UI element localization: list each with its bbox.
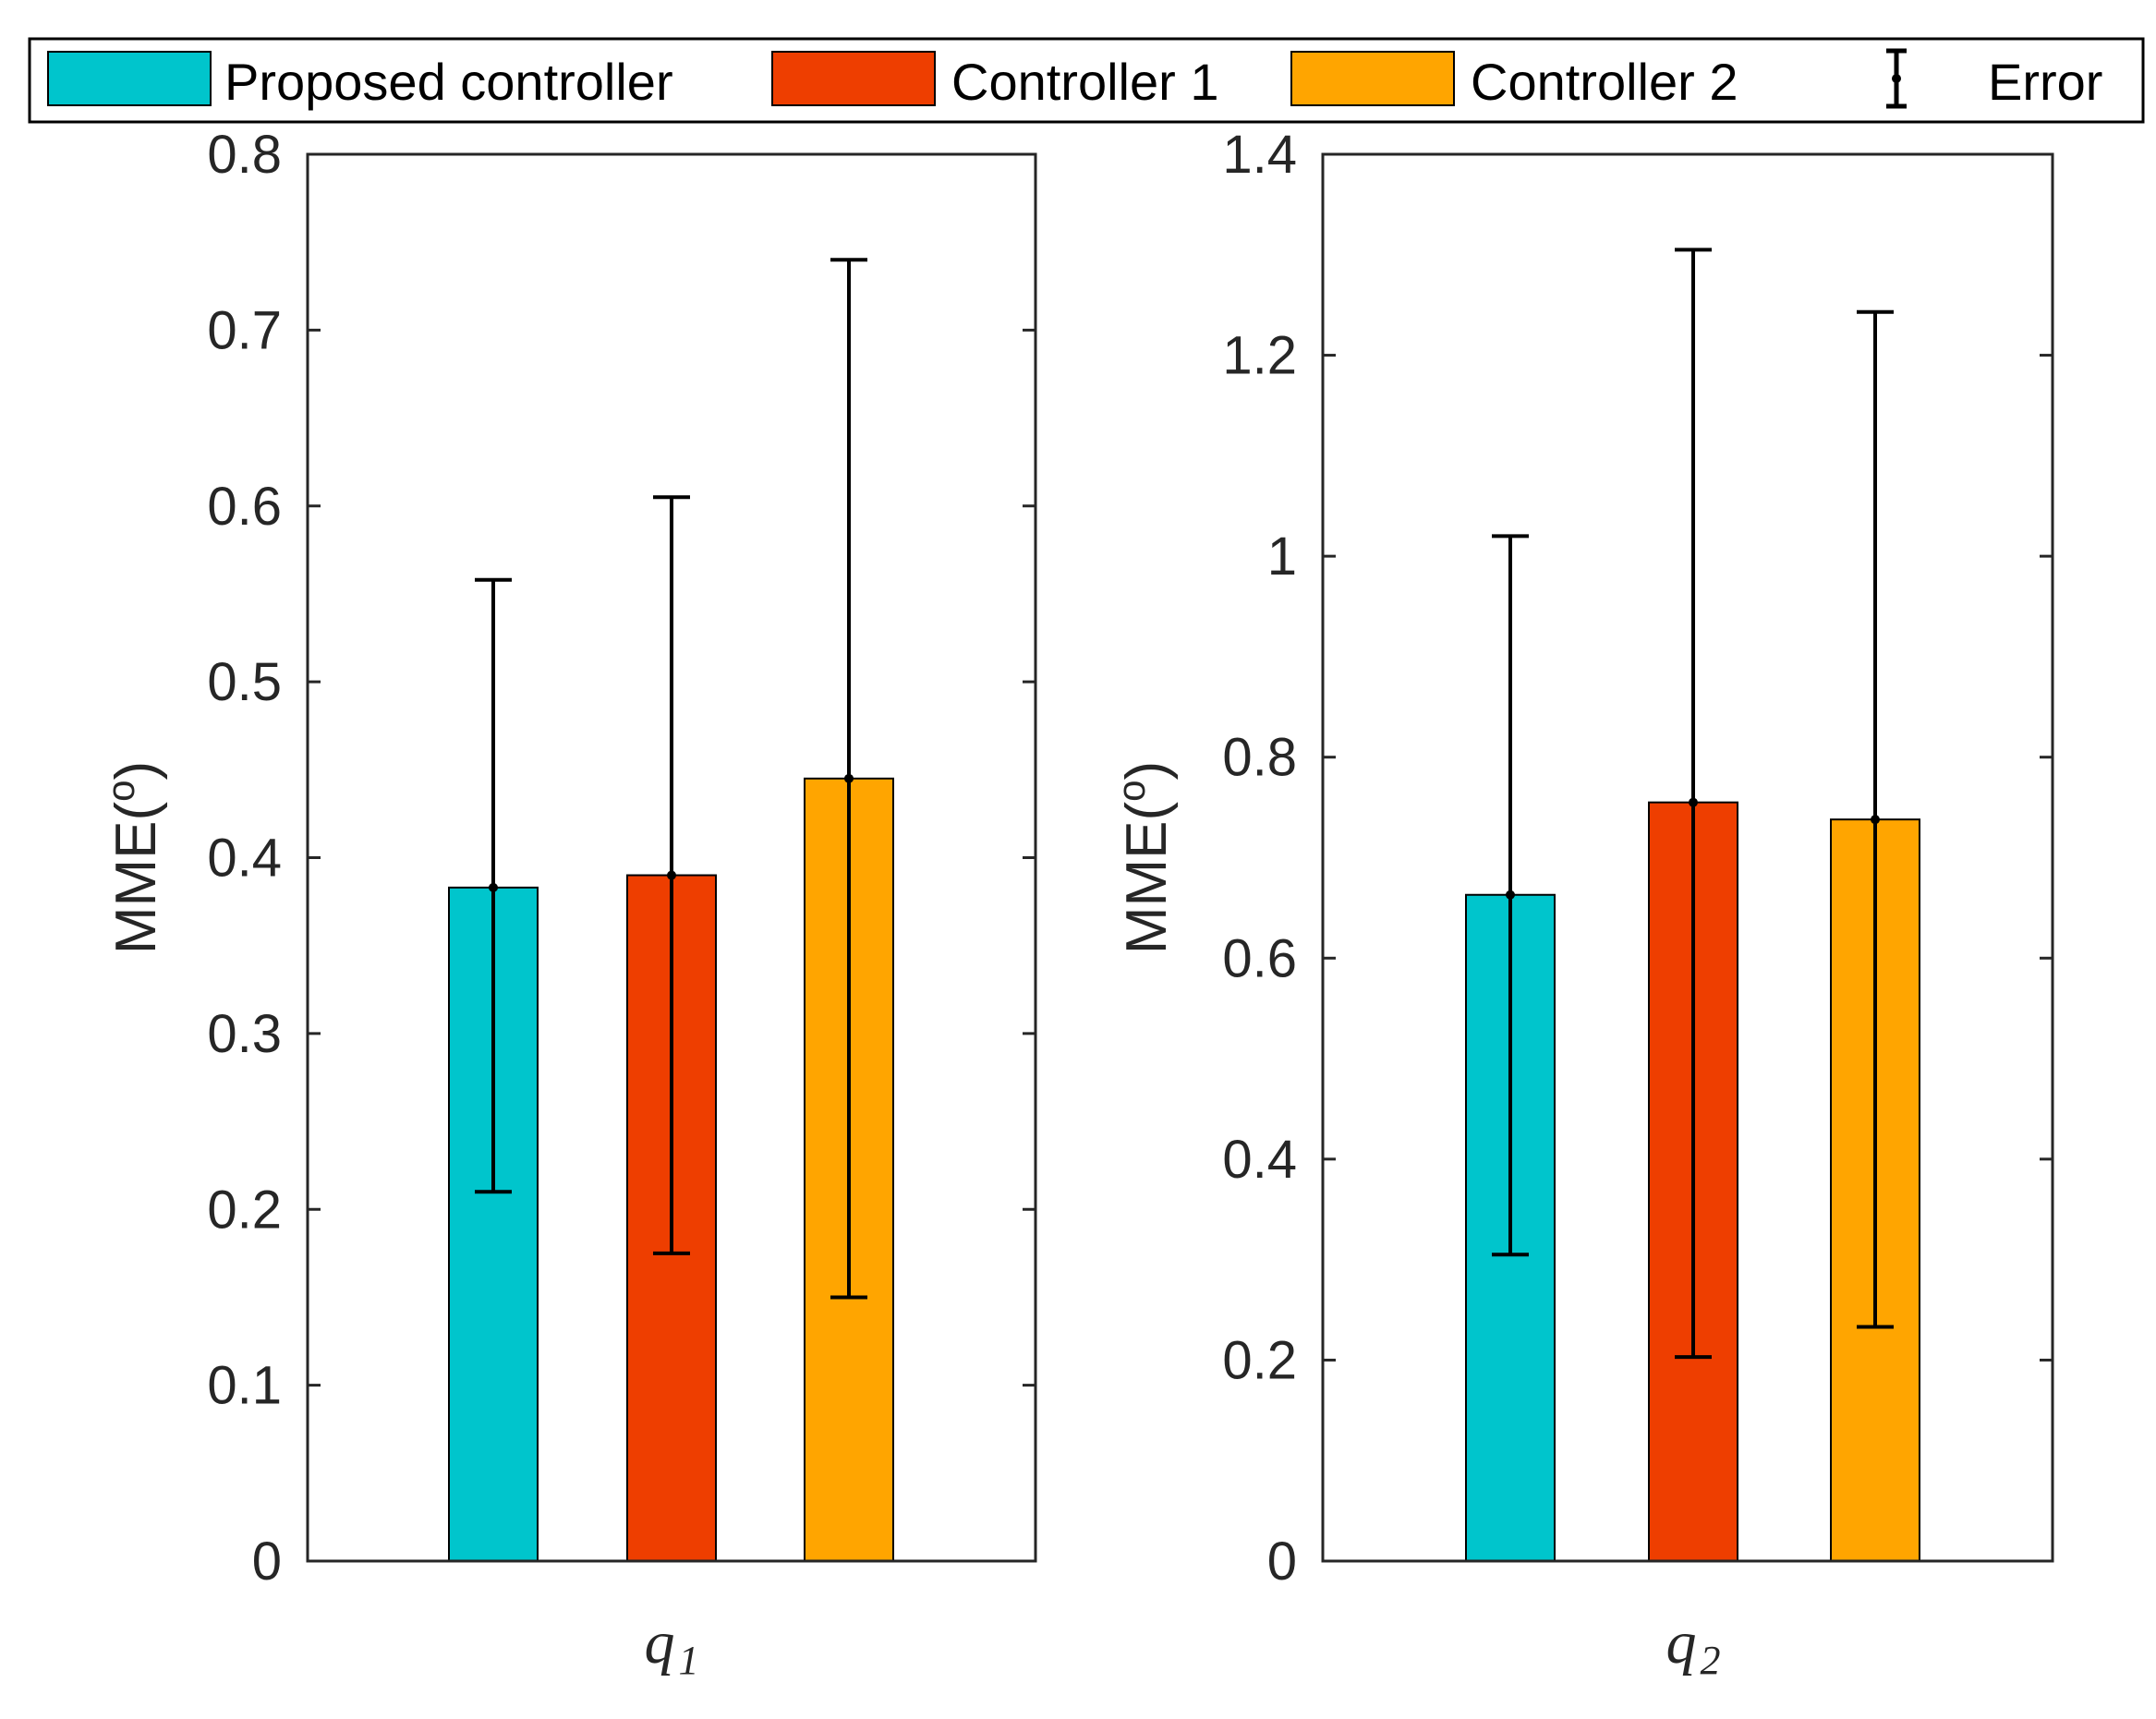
errorbar-mean-dot-controller2 [1871, 815, 1880, 825]
errorbar-mean-dot-controller1 [1689, 797, 1698, 807]
y-tick-label: 0.2 [207, 1180, 282, 1240]
x-category-base: q [645, 1609, 675, 1677]
ticks-group: 0 0.2 0.4 0.6 0.8 1 1.2 1.4 [1222, 125, 2053, 1592]
legend-label-proposed: Proposed controller [224, 53, 673, 111]
y-axis-label-close: ) [104, 761, 168, 781]
y-tick-label: 0.8 [207, 125, 282, 185]
y-tick-label: 0.6 [1222, 928, 1297, 988]
legend-swatch-controller2 [1290, 51, 1455, 106]
errorbar-mean-dot-proposed [1506, 890, 1515, 900]
y-tick-label: 0.2 [1222, 1330, 1297, 1390]
legend-label-controller2: Controller 2 [1471, 53, 1738, 111]
legend: Proposed controller Controller 1 Control… [28, 37, 2145, 124]
errorbar-mean-dot-proposed [489, 882, 498, 892]
legend-swatch-controller1 [771, 51, 936, 106]
y-tick-label: 1.2 [1222, 326, 1297, 386]
chart-panel-q1: 0 0.1 0.2 0.3 0.4 0.5 0.6 0.7 0.8 MME(o) q1 [99, 125, 1037, 1683]
y-tick-label: 0.8 [1222, 728, 1297, 788]
y-tick-label: 0.3 [207, 1004, 282, 1064]
legend-errorbar-dot [1892, 74, 1901, 83]
x-category-label: q1 [645, 1609, 699, 1683]
x-category-sub: 1 [679, 1638, 699, 1683]
y-axis-label: MME(o) [1109, 761, 1180, 954]
y-tick-label: 0.6 [207, 477, 282, 537]
y-tick-label: 0.1 [207, 1356, 282, 1416]
ticks-group: 0 0.1 0.2 0.3 0.4 0.5 0.6 0.7 0.8 [207, 125, 1036, 1592]
y-axis-label-close: ) [1115, 761, 1179, 781]
y-axis-label-sup: o [1109, 781, 1153, 802]
y-axis-label-sup: o [99, 781, 142, 802]
y-tick-label: 0.5 [207, 652, 282, 712]
y-tick-label: 1 [1267, 527, 1297, 587]
y-tick-label: 0 [252, 1531, 282, 1592]
axes-frame [306, 152, 1037, 1563]
y-tick-label: 0.4 [1222, 1130, 1297, 1190]
x-category-base: q [1666, 1609, 1697, 1677]
errorbar-mean-dot-controller2 [844, 773, 854, 783]
axes-frame [1321, 152, 2054, 1563]
errorbars-group [1492, 248, 1894, 1360]
legend-swatch-proposed [47, 51, 212, 106]
legend-label-error: Error [1988, 53, 2102, 111]
x-category-label: q2 [1666, 1609, 1721, 1683]
errorbar-mean-dot-controller1 [667, 870, 676, 880]
x-category-sub: 2 [1701, 1638, 1721, 1683]
y-axis-label: MME(o) [99, 761, 169, 954]
y-axis-label-main: MME( [1115, 802, 1179, 955]
y-tick-label: 1.4 [1222, 125, 1297, 185]
legend-box [28, 37, 2145, 124]
chart-panel-q2: 0 0.2 0.4 0.6 0.8 1 1.2 1.4 MME(o) q2 [1109, 125, 2054, 1683]
errorbars-group [475, 258, 867, 1300]
y-tick-label: 0.4 [207, 829, 282, 889]
y-axis-label-main: MME( [104, 802, 168, 955]
y-tick-label: 0 [1267, 1531, 1297, 1592]
legend-label-controller1: Controller 1 [951, 53, 1218, 111]
y-tick-label: 0.7 [207, 300, 282, 360]
